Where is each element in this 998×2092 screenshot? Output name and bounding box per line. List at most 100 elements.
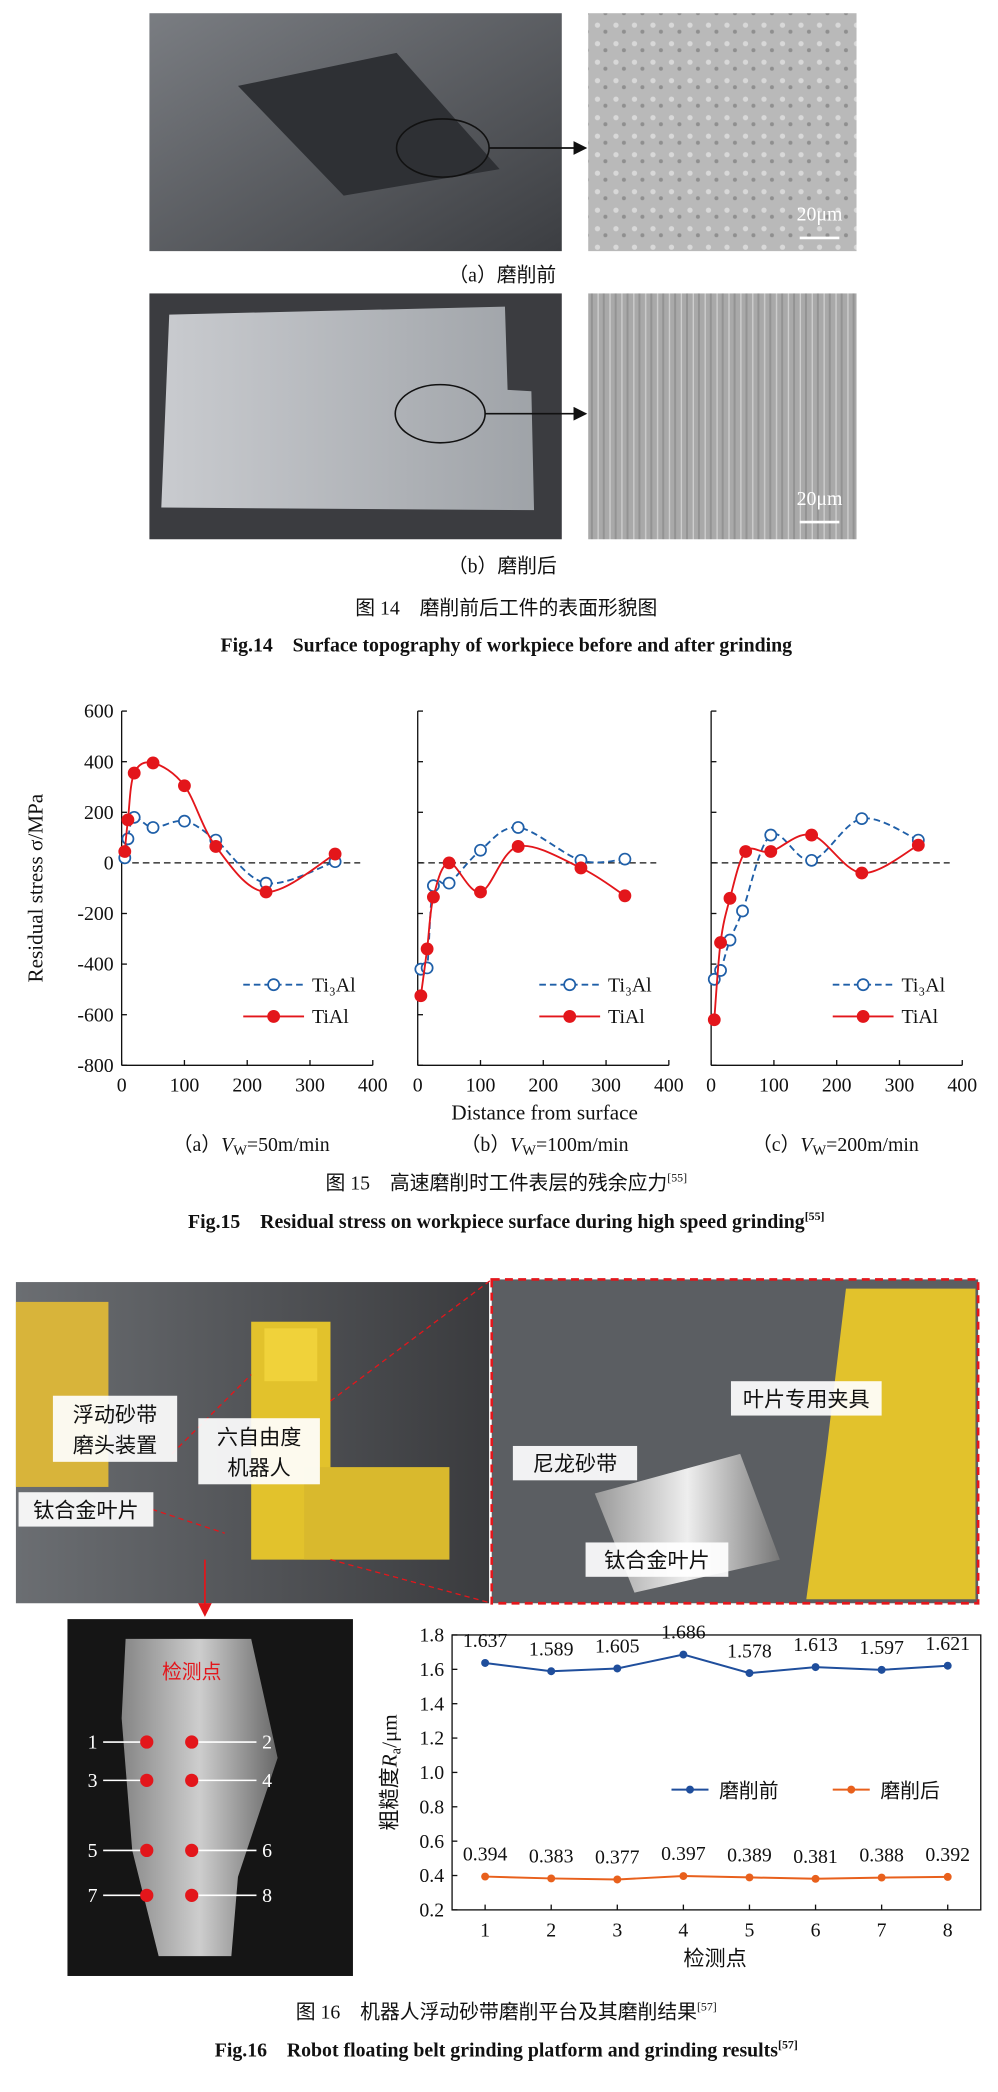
data-point (420, 942, 434, 956)
data-point (723, 891, 737, 905)
legend-marker (847, 1785, 856, 1794)
data-point (943, 1872, 952, 1881)
y-axis-label: 粗糙度Ra/μm (378, 1714, 405, 1831)
legend-marker (563, 978, 577, 992)
x-tick-label: 6 (811, 1919, 821, 1941)
data-point (442, 876, 456, 890)
y-tick-label: -600 (77, 1004, 113, 1026)
y-axis-label: Residual stress σ/MPa (23, 793, 47, 982)
data-point (414, 989, 428, 1003)
x-tick-label: 0 (413, 1075, 423, 1097)
photo-label: 叶片专用夹具 (743, 1387, 870, 1411)
data-point (613, 1875, 622, 1884)
data-point (745, 1669, 754, 1678)
point-label: 1 (88, 1732, 98, 1754)
subcaption: （a）磨削前 (448, 265, 556, 287)
data-point (805, 828, 818, 842)
photo-label: 机器人 (227, 1456, 290, 1480)
fig16-photos (15, 1278, 980, 1976)
legend-label: 磨削后 (880, 1781, 939, 1803)
x-tick-label: 100 (170, 1075, 200, 1097)
data-point (618, 852, 632, 866)
figure-caption: 图 16 机器人浮动砂带磨削平台及其磨削结果[57] (296, 1999, 717, 2023)
point-label: 7 (88, 1885, 98, 1907)
subcaption-label: （c） (752, 1134, 800, 1156)
caption-text: 图 15 高速磨削时工件表层的残余应力 (325, 1173, 667, 1195)
point-label: 3 (88, 1770, 98, 1792)
subcaption-var: V (800, 1134, 815, 1156)
legend-label: TiAl (312, 1006, 349, 1028)
caption-ref: [57] (778, 2038, 798, 2052)
series-line (713, 817, 919, 980)
data-point (764, 828, 778, 842)
data-point (911, 838, 925, 852)
data-point (127, 766, 141, 780)
y-tick-label: -800 (77, 1055, 113, 1077)
legend-marker (563, 1009, 577, 1023)
data-label: 0.388 (859, 1845, 904, 1867)
subcaption-sub: W (812, 1143, 826, 1159)
data-point (739, 845, 753, 858)
data-point (121, 813, 135, 827)
x-tick-label: 1 (480, 1919, 490, 1941)
data-point (679, 1650, 688, 1659)
blade-title: 检测点 (162, 1662, 221, 1684)
data-point (146, 821, 160, 834)
subcaption: （a）VW=50m/min (173, 1134, 330, 1159)
data-point (178, 814, 191, 828)
data-label: 0.389 (727, 1845, 772, 1867)
data-point (877, 1665, 886, 1674)
photo-label: 六自由度 (217, 1426, 302, 1450)
x-tick-label: 200 (528, 1075, 558, 1097)
y-tick-label: 1.2 (419, 1728, 444, 1750)
caption-ref: [57] (697, 1999, 717, 2013)
x-tick-label: 400 (654, 1075, 684, 1097)
series-line (484, 1653, 948, 1675)
y-tick-label: 1.4 (419, 1693, 444, 1715)
data-point (178, 779, 191, 793)
photo-label: 尼龙砂带 (533, 1452, 618, 1476)
y-tick-label: 0.4 (419, 1865, 444, 1887)
data-label: 1.613 (793, 1634, 838, 1656)
x-tick-label: 300 (885, 1075, 915, 1097)
data-point (764, 845, 778, 858)
figure-caption: 图 15 高速磨削时工件表层的残余应力[55] (325, 1171, 687, 1195)
data-label: 0.397 (661, 1843, 706, 1865)
subcaption-rest: =200m/min (826, 1134, 919, 1156)
data-point (811, 1874, 820, 1883)
legend-marker (267, 1009, 281, 1023)
legend-marker (856, 978, 870, 992)
legend-label: Ti₃Al (901, 974, 945, 996)
y-tick-label: 0 (104, 853, 114, 875)
y-tick-label: 200 (84, 802, 114, 824)
subcaption: （c）VW=200m/min (752, 1134, 919, 1159)
x-tick-label: 100 (466, 1075, 496, 1097)
photo-label: 钛合金叶片 (33, 1498, 139, 1522)
x-tick-label: 200 (232, 1075, 262, 1097)
y-label-var: R (378, 1754, 402, 1768)
data-label: 1.637 (463, 1630, 508, 1652)
fig16-chart: 0.2 0.4 0.6 0.8 1.0 1.2 1.4 1.6 1.8 1 2 3 4 5 6 7 8 1.637… (419, 1622, 982, 1941)
data-point (547, 1874, 556, 1883)
data-point (259, 885, 273, 899)
x-tick-label: 0 (706, 1075, 716, 1097)
photo-label: 磨头装置 (73, 1434, 158, 1458)
subcaption-var: V (510, 1134, 525, 1156)
data-point (442, 856, 456, 870)
x-tick-label: 200 (822, 1075, 852, 1097)
y-tick-label: 0.6 (419, 1831, 444, 1853)
point-label: 8 (262, 1885, 272, 1907)
data-point (121, 832, 135, 846)
caption-text: 图 16 机器人浮动砂带磨削平台及其磨削结果 (296, 2001, 697, 2023)
data-label: 0.392 (925, 1844, 970, 1866)
legend-label: Ti₃Al (608, 974, 652, 996)
data-point (714, 936, 727, 950)
x-tick-label: 300 (295, 1075, 325, 1097)
subcaption-sub: W (522, 1143, 536, 1159)
plot-frame (451, 1634, 982, 1911)
data-label: 1.605 (595, 1636, 640, 1658)
x-tick-label: 0 (117, 1075, 127, 1097)
